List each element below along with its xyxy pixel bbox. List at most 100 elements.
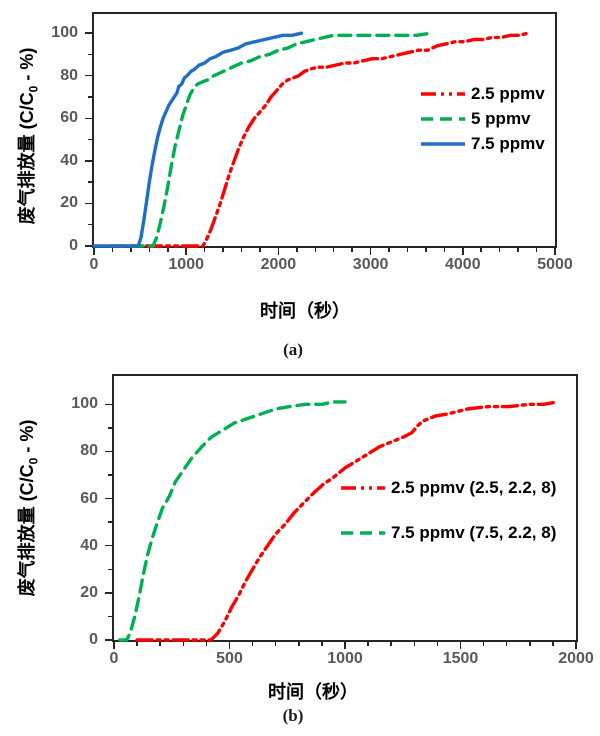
y-tick-mark (85, 245, 92, 247)
x-minor-tick-mark (529, 642, 531, 646)
x-tick-label: 1500 (442, 650, 479, 667)
x-tick-mark (277, 248, 280, 255)
x-minor-tick-mark (517, 248, 519, 252)
x-tick-mark (575, 642, 577, 649)
x-minor-tick-mark (505, 642, 508, 646)
x-tick-label: 5000 (537, 256, 573, 273)
y-tick-mark (105, 592, 112, 594)
x-tick-mark (93, 248, 95, 255)
legend-a: 2.5 ppmv 5 ppmv 7.5 ppmv (421, 81, 545, 156)
series-line-7.5-ppmv-7.5-2.2-8- (118, 400, 347, 642)
plot-area-b: 0 500 1000 1500 2000 0 20 40 60 80 100 (71, 374, 594, 667)
y-tick-mark (85, 202, 92, 205)
x-tick-mark (344, 642, 346, 649)
x-minor-tick-mark (367, 642, 369, 646)
series-line-7.5-ppmv (92, 31, 304, 248)
y-tick-mark (105, 544, 112, 547)
x-minor-tick-mark (130, 248, 132, 252)
legend-item-7.5ppmv-params: 7.5 ppmv (7.5, 2.2, 8) (341, 522, 556, 544)
legend-label: 2.5 ppmv (471, 83, 545, 103)
y-minor-tick-mark (88, 138, 92, 141)
series-line-2.5-ppmv (108, 31, 529, 248)
x-minor-tick-mark (296, 248, 298, 252)
x-minor-tick-mark (205, 642, 208, 646)
x-tick-label: 4000 (445, 256, 481, 273)
x-minor-tick-mark (148, 248, 151, 252)
legend-line-icon (421, 116, 465, 121)
x-tick-mark (369, 248, 372, 255)
legend-item-2.5ppmv-params: 2.5 ppmv (2.5, 2.2, 8) (341, 477, 556, 499)
y-axis-title-a-subscript: 0 (26, 85, 41, 93)
y-tick-label: 40 (60, 151, 78, 169)
legend-label: 7.5 ppmv (471, 133, 545, 153)
x-tick-mark (228, 642, 231, 649)
x-minor-tick-mark (111, 248, 114, 252)
y-tick-label: 100 (71, 395, 98, 413)
x-tick-label: 1000 (327, 650, 363, 667)
chart-a-series-layer (92, 31, 529, 248)
x-minor-tick-mark (443, 248, 446, 252)
x-minor-tick-mark (425, 248, 427, 252)
x-tick-label: 2000 (558, 650, 594, 667)
y-axis-title-b-units: - %) (17, 419, 37, 458)
x-minor-tick-mark (159, 642, 161, 646)
x-tick-label: 0 (109, 650, 119, 667)
x-minor-tick-mark (136, 642, 138, 646)
x-minor-tick-mark (182, 642, 185, 646)
y-minor-tick-mark (88, 223, 92, 226)
y-minor-tick-mark (88, 181, 92, 183)
y-tick-mark (85, 32, 92, 34)
y-tick-mark (105, 450, 112, 453)
x-minor-tick-mark (259, 248, 261, 252)
x-minor-tick-mark (406, 248, 409, 252)
y-tick-label: 80 (60, 66, 78, 84)
y-tick-label: 60 (80, 489, 98, 507)
y-minor-tick-mark (88, 96, 92, 98)
series-line-2.5-ppmv-2.5-2.2-8- (135, 400, 560, 642)
legend-label: 2.5 ppmv (2.5, 2.2, 8) (391, 478, 557, 497)
x-tick-label: 3000 (352, 256, 389, 273)
y-tick-label: 100 (51, 24, 78, 42)
y-tick-mark (85, 74, 92, 77)
y-axis-title-b-text: 废气排放量 (C/C (17, 464, 37, 597)
y-tick-mark (105, 403, 112, 406)
x-minor-tick-mark (351, 248, 353, 252)
caption-b: (b) (282, 706, 304, 725)
y-tick-mark (85, 117, 92, 120)
x-axis-title-a: 时间（秒） (260, 301, 350, 321)
x-minor-tick-mark (436, 642, 439, 646)
x-minor-tick-mark (203, 248, 206, 252)
x-minor-tick-mark (251, 642, 254, 646)
y-tick-label: 20 (80, 583, 98, 601)
legend-line-icon (421, 91, 465, 96)
legend-line-icon (341, 486, 385, 490)
y-minor-tick-mark (108, 568, 112, 571)
x-minor-tick-mark (535, 248, 538, 252)
y-minor-tick-mark (88, 53, 92, 56)
legend-b: 2.5 ppmv (2.5, 2.2, 8) 7.5 ppmv (7.5, 2.… (341, 477, 556, 544)
x-tick-mark (462, 248, 464, 255)
y-minor-tick-mark (108, 427, 112, 429)
x-axis-title-b: 时间（秒） (268, 682, 358, 702)
x-tick-mark (554, 248, 556, 255)
x-tick-label: 500 (216, 650, 243, 667)
x-tick-label: 0 (89, 256, 99, 273)
x-minor-tick-mark (552, 642, 554, 646)
x-minor-tick-mark (274, 642, 277, 646)
x-tick-mark (113, 642, 115, 649)
x-minor-tick-mark (321, 642, 323, 646)
y-tick-label: 0 (89, 631, 98, 648)
x-tick-mark (459, 642, 462, 649)
plot-area-a: 0 1000 2000 3000 4000 5000 0 20 40 60 80 100 (51, 12, 573, 273)
y-axis-title-b-subscript: 0 (26, 457, 41, 465)
x-minor-tick-mark (314, 248, 317, 252)
x-minor-tick-mark (167, 248, 169, 252)
y-minor-tick-mark (108, 615, 112, 618)
y-axis-title-b: 废气排放量 (C/C0 - %) (12, 388, 42, 628)
x-minor-tick-mark (413, 642, 416, 646)
chart-b-series-layer (118, 400, 560, 642)
x-minor-tick-mark (240, 248, 243, 252)
legend-item-2.5ppmv: 2.5 ppmv (421, 81, 545, 106)
y-tick-label: 20 (60, 194, 78, 212)
